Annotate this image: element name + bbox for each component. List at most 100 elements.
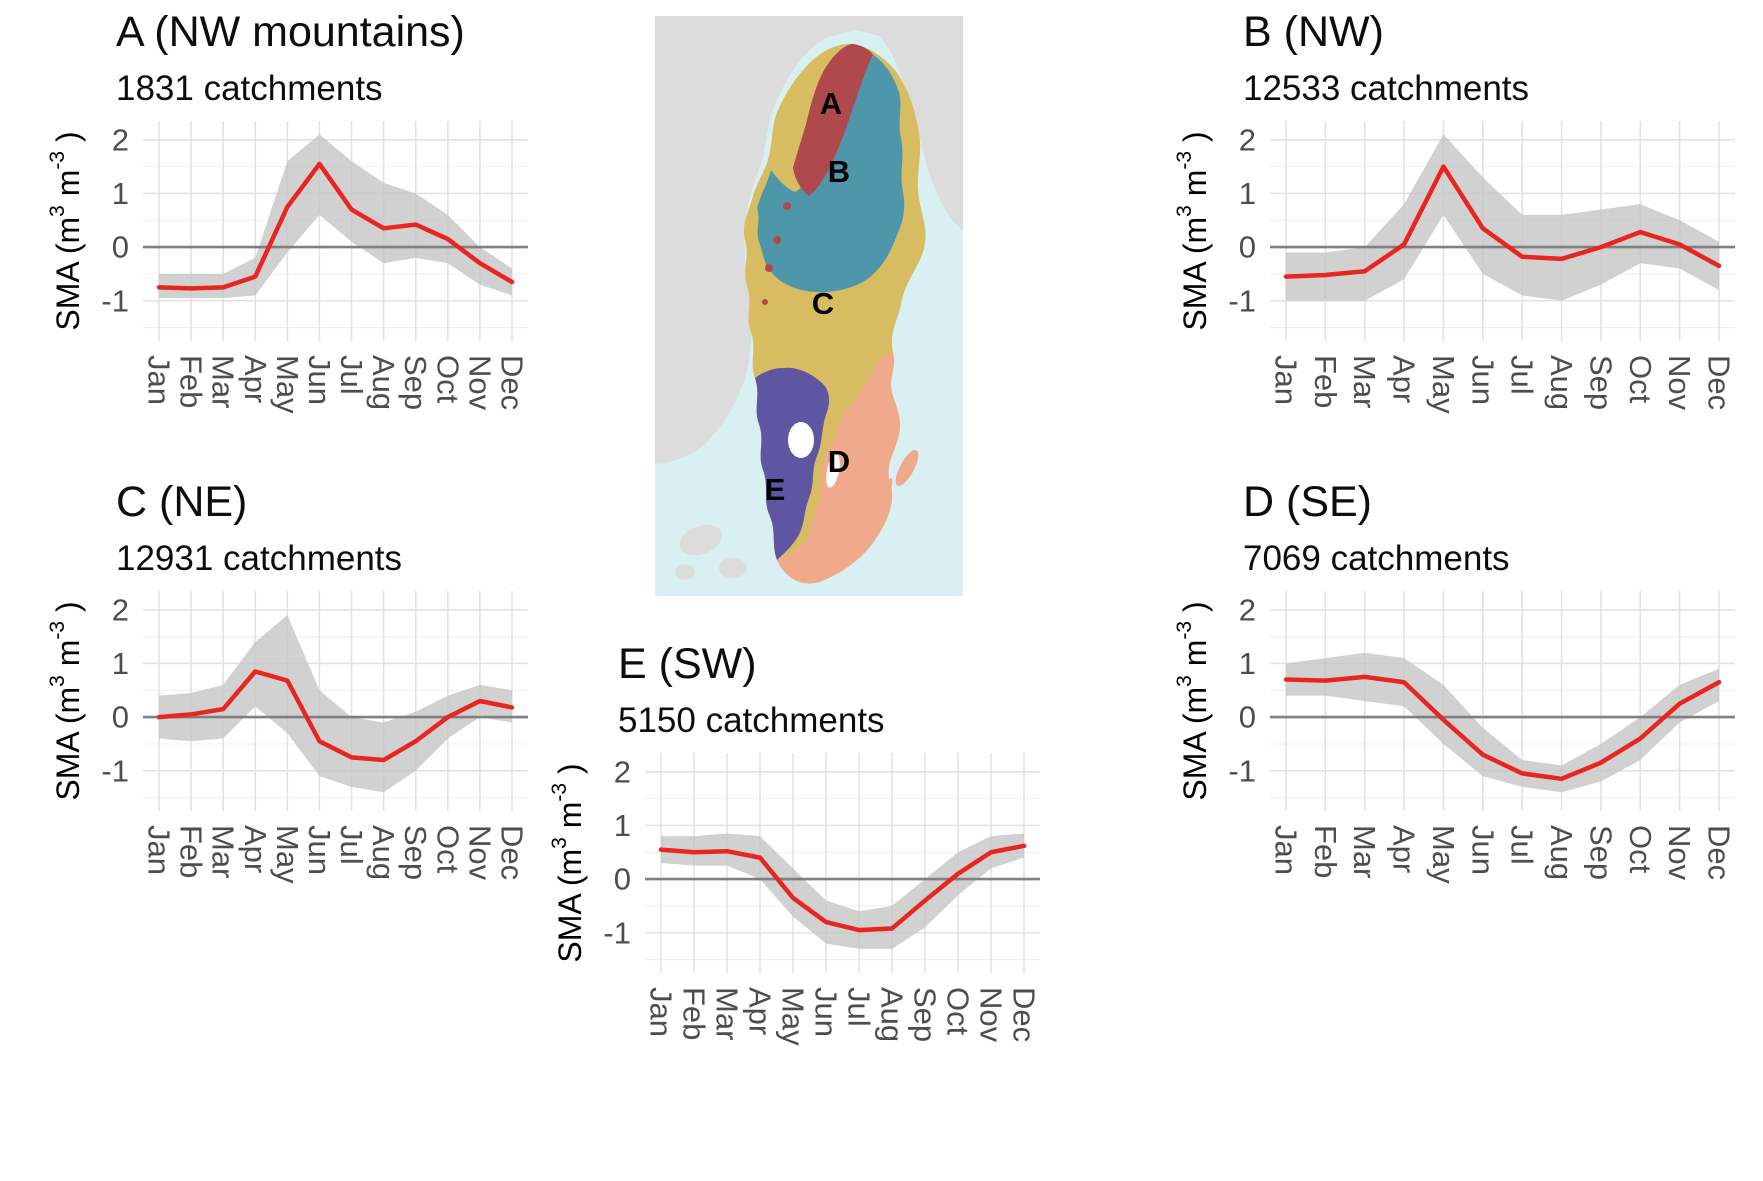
svg-text:Apr: Apr	[1387, 825, 1422, 873]
panel-e-subtitle: 5150 catchments	[618, 701, 885, 740]
svg-text:May: May	[776, 987, 811, 1046]
svg-text:Dec: Dec	[1702, 355, 1737, 410]
svg-text:Jan: Jan	[1269, 355, 1304, 405]
region-a-patch-4	[762, 299, 768, 305]
panel-a-subtitle: 1831 catchments	[116, 69, 383, 108]
svg-text:Sep: Sep	[398, 355, 433, 410]
svg-text:Oct: Oct	[1623, 825, 1658, 874]
svg-text:Dec: Dec	[1702, 825, 1737, 880]
svg-text:-1: -1	[101, 753, 129, 788]
svg-text:Jul: Jul	[842, 987, 877, 1027]
svg-text:1: 1	[1239, 176, 1256, 211]
svg-text:SMA (m3 m-3 ): SMA (m3 m-3 )	[1173, 131, 1214, 330]
svg-text:2: 2	[1239, 592, 1256, 627]
neighbor-land-denmark	[679, 524, 723, 556]
panel-d-title: D (SE)	[1243, 478, 1372, 526]
svg-text:Jun: Jun	[302, 355, 337, 405]
panel-b: B (NW) 12533 catchments -1 0 1 2 Jan Feb Mar Ap…	[1165, 8, 1763, 459]
svg-text:Apr: Apr	[238, 355, 273, 403]
panel-e: E (SW) 5150 catchments -1 0 1 2 Jan Feb Mar Apr…	[540, 640, 1060, 1091]
svg-text:Aug: Aug	[1544, 825, 1579, 880]
svg-text:May: May	[270, 825, 305, 884]
chart-c: -1 0 1 2 JanFebMarAprMayJunJulAugSepOctNovDe…	[46, 591, 530, 884]
svg-text:Sep: Sep	[1583, 825, 1618, 880]
map-label-e: E	[765, 472, 786, 507]
svg-text:Nov: Nov	[462, 825, 497, 881]
svg-text:Apr: Apr	[1387, 355, 1422, 403]
svg-text:Mar: Mar	[206, 355, 241, 408]
chart-b: -1 0 1 2 Jan Feb Mar Apr May Jun Jul Aug Sep Oct Nov De…	[1173, 121, 1737, 414]
svg-text:Nov: Nov	[974, 987, 1009, 1043]
svg-text:Jan: Jan	[1269, 825, 1304, 875]
svg-text:0: 0	[614, 862, 631, 897]
svg-text:Sep: Sep	[1583, 355, 1618, 410]
island-gotland	[895, 450, 919, 486]
chart-e: -1 0 1 2 JanFebMarAprMayJunJulAugSepOctNovDe…	[548, 753, 1042, 1046]
svg-text:May: May	[270, 355, 305, 414]
panel-c-title: C (NE)	[116, 478, 248, 526]
svg-text:Dec: Dec	[495, 825, 530, 880]
svg-text:-1: -1	[1228, 283, 1256, 318]
panel-a: A (NW mountains) 1831 catchments -1 0 1 2 Ja…	[38, 8, 558, 459]
svg-text:Jul: Jul	[334, 355, 369, 395]
svg-text:Sep: Sep	[908, 987, 943, 1042]
svg-text:-1: -1	[101, 283, 129, 318]
svg-text:0: 0	[112, 230, 129, 265]
svg-text:Feb: Feb	[1308, 355, 1343, 408]
svg-text:Aug: Aug	[1544, 355, 1579, 410]
svg-text:SMA (m3 m-3 ): SMA (m3 m-3 )	[46, 601, 87, 800]
svg-text:0: 0	[1239, 230, 1256, 265]
svg-text:1: 1	[112, 646, 129, 681]
svg-text:2: 2	[112, 592, 129, 627]
svg-text:May: May	[1426, 825, 1461, 884]
svg-text:Jul: Jul	[1505, 355, 1540, 395]
region-a-nw-mountains	[793, 44, 873, 196]
neighbor-land-north	[655, 16, 963, 464]
region-e-sw	[755, 367, 830, 560]
svg-text:Nov: Nov	[462, 355, 497, 411]
svg-text:SMA (m3 m-3 ): SMA (m3 m-3 )	[1173, 601, 1214, 800]
svg-text:1: 1	[614, 808, 631, 843]
panel-b-title: B (NW)	[1243, 8, 1384, 56]
map-label-c: C	[812, 286, 834, 321]
chart-d: -1 0 1 2 Jan Feb Mar Apr May Jun Jul Aug Sep Oct Nov De…	[1173, 591, 1737, 884]
svg-text:2: 2	[1239, 122, 1256, 157]
panel-e-title: E (SW)	[618, 640, 757, 688]
region-a-patch-1	[783, 202, 791, 210]
svg-text:Oct: Oct	[430, 825, 465, 874]
svg-text:Feb: Feb	[174, 355, 209, 408]
svg-text:Dec: Dec	[1007, 987, 1042, 1042]
region-a-patch-3	[765, 264, 773, 272]
region-b-nw	[757, 52, 905, 293]
svg-text:Aug: Aug	[366, 825, 401, 880]
panel-d-subtitle: 7069 catchments	[1243, 539, 1510, 578]
svg-text:Aug: Aug	[366, 355, 401, 410]
svg-text:Oct: Oct	[430, 355, 465, 404]
svg-text:1: 1	[1239, 646, 1256, 681]
svg-text:0: 0	[1239, 700, 1256, 735]
svg-text:SMA (m3 m-3 ): SMA (m3 m-3 )	[46, 131, 87, 330]
svg-text:Oct: Oct	[941, 987, 976, 1036]
sweden-map-svg: A B C D E	[655, 16, 963, 596]
svg-text:Mar: Mar	[1347, 355, 1382, 408]
svg-text:Oct: Oct	[1623, 355, 1658, 404]
svg-text:Mar: Mar	[710, 987, 745, 1040]
svg-text:Mar: Mar	[206, 825, 241, 878]
svg-text:Apr: Apr	[743, 987, 778, 1035]
lake-vanern	[788, 422, 814, 458]
map-label-a: A	[820, 86, 842, 121]
svg-text:0: 0	[112, 700, 129, 735]
svg-text:Feb: Feb	[677, 987, 712, 1040]
svg-text:Aug: Aug	[875, 987, 910, 1042]
svg-text:-1: -1	[1228, 753, 1256, 788]
svg-text:2: 2	[112, 122, 129, 157]
panel-a-title: A (NW mountains)	[116, 8, 465, 56]
svg-text:Jun: Jun	[1465, 825, 1500, 875]
panel-b-subtitle: 12533 catchments	[1243, 69, 1530, 108]
svg-text:Feb: Feb	[174, 825, 209, 878]
svg-text:Nov: Nov	[1662, 355, 1697, 411]
chart-a: -1 0 1 2 JanFebMarAprMayJunJulAugSepOctNovDe…	[46, 121, 530, 414]
svg-text:Jan: Jan	[644, 987, 679, 1037]
svg-text:1: 1	[112, 176, 129, 211]
